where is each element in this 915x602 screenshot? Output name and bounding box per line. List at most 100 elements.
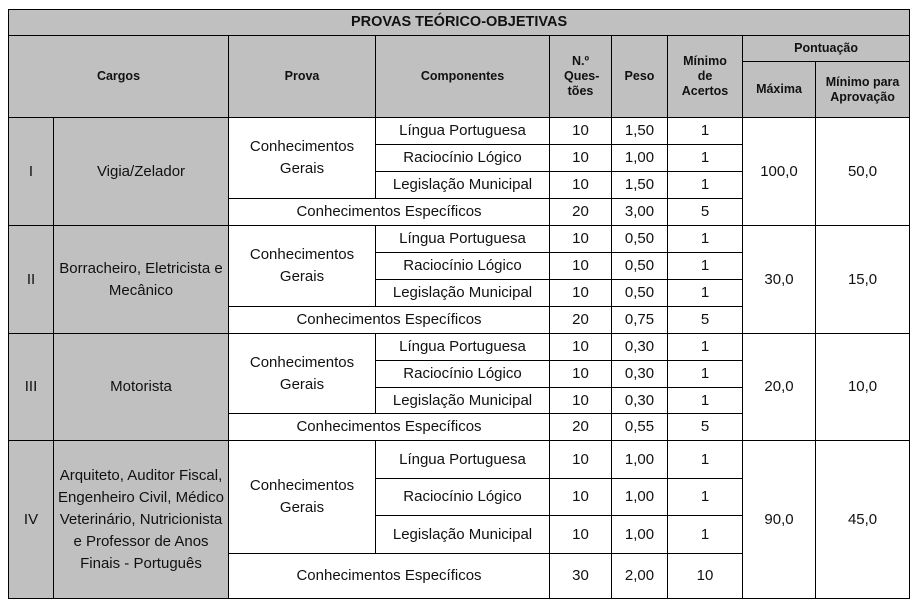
minimo-acertos: 5: [667, 413, 743, 441]
table-row: III Motorista Conhecimentos Gerais Língua P…: [8, 333, 911, 441]
componente: Raciocínio Lógico: [375, 360, 550, 388]
minimo-acertos: 1: [667, 279, 743, 307]
header-pontuacao: Pontuação: [741, 35, 911, 62]
minimo-acertos: 1: [667, 360, 743, 388]
num-questoes: 30: [549, 553, 612, 599]
componente-especificos: Conhecimentos Específicos: [228, 553, 550, 599]
header-cargos: Cargos: [8, 35, 229, 118]
prova-name: Conhecimentos Gerais: [228, 333, 376, 414]
roman-numeral: IV: [8, 440, 54, 599]
cargo-name: Vigia/Zelador: [53, 117, 229, 226]
num-questoes: 20: [549, 306, 612, 334]
header-prova: Prova: [228, 35, 376, 118]
roman-numeral: II: [8, 225, 54, 334]
table-row: Conhecimentos Específicos 30 2,00 10: [9, 553, 910, 599]
peso: 0,30: [611, 387, 668, 414]
minimo-acertos: 5: [667, 198, 743, 226]
peso: 1,50: [611, 117, 668, 145]
componente: Raciocínio Lógico: [375, 478, 550, 516]
peso: 3,00: [611, 198, 668, 226]
peso: 1,00: [611, 478, 668, 516]
componente: Legislação Municipal: [375, 279, 550, 307]
componente: Língua Portuguesa: [375, 117, 550, 145]
cargo-name: Motorista: [53, 333, 229, 441]
table-row: Raciocínio Lógico 10 0,50 1: [9, 252, 910, 280]
num-questoes: 10: [549, 171, 612, 199]
num-questoes: 10: [549, 225, 612, 253]
peso: 0,55: [611, 413, 668, 441]
peso: 1,00: [611, 515, 668, 554]
minimo-acertos: 1: [667, 225, 743, 253]
minimo-acertos: 5: [667, 306, 743, 334]
peso: 2,00: [611, 553, 668, 599]
peso: 1,00: [611, 144, 668, 172]
peso: 0,50: [611, 225, 668, 253]
peso: 0,30: [611, 333, 668, 361]
pontuacao-minima: 50,0: [814, 117, 911, 226]
componente: Legislação Municipal: [375, 515, 550, 554]
num-questoes: 10: [549, 333, 612, 361]
cargo-name: Borracheiro, Eletricista e Mecânico: [53, 225, 229, 334]
pontuacao-minima: 15,0: [814, 225, 911, 334]
table-row: Legislação Municipal 10 1,00 1: [9, 515, 910, 554]
header-minimo-acertos: Mínimo de Acertos: [667, 35, 743, 118]
pontuacao-maxima: 90,0: [742, 440, 816, 599]
minimo-acertos: 1: [667, 387, 743, 414]
prova-name: Conhecimentos Gerais: [228, 117, 376, 199]
minimo-acertos: 1: [667, 117, 743, 145]
componente: Língua Portuguesa: [375, 333, 550, 361]
prova-name: Conhecimentos Gerais: [228, 225, 376, 307]
componente: Legislação Municipal: [375, 387, 550, 414]
num-questoes: 20: [549, 198, 612, 226]
pontuacao-minima: 10,0: [814, 333, 911, 441]
componente: Língua Portuguesa: [375, 440, 550, 479]
num-questoes: 10: [549, 360, 612, 388]
table-row: II Borracheiro, Eletricista e Mecânico Con…: [8, 225, 911, 334]
table-title: PROVAS TEÓRICO-OBJETIVAS: [7, 9, 911, 36]
peso: 0,30: [611, 360, 668, 388]
table-row: Legislação Municipal 10 0,50 1: [9, 279, 910, 307]
minimo-acertos: 10: [667, 553, 743, 599]
header-questoes: N.º Ques-tões: [549, 35, 612, 118]
num-questoes: 10: [549, 515, 612, 554]
minimo-acertos: 1: [667, 440, 743, 479]
peso: 0,50: [611, 279, 668, 307]
header-peso: Peso: [611, 35, 668, 118]
pontuacao-maxima: 30,0: [742, 225, 816, 334]
table-row: IV Arquiteto, Auditor Fiscal, Engenheiro …: [8, 440, 911, 599]
num-questoes: 10: [549, 144, 612, 172]
componente-especificos: Conhecimentos Específicos: [228, 306, 550, 334]
num-questoes: 10: [549, 478, 612, 516]
table-row: I Vigia/Zelador Conhecimentos Gerais Língua…: [8, 117, 911, 226]
header-componentes: Componentes: [375, 35, 550, 118]
componente-especificos: Conhecimentos Específicos: [228, 413, 550, 441]
table-row: Raciocínio Lógico 10 1,00 1: [9, 144, 910, 172]
peso: 1,00: [611, 440, 668, 479]
provas-table: PROVAS TEÓRICO-OBJETIVAS Cargos Prova Co…: [7, 9, 911, 599]
componente: Língua Portuguesa: [375, 225, 550, 253]
pontuacao-maxima: 100,0: [742, 117, 816, 226]
peso: 0,50: [611, 252, 668, 280]
num-questoes: 20: [549, 413, 612, 441]
minimo-acertos: 1: [667, 333, 743, 361]
componente: Legislação Municipal: [375, 171, 550, 199]
table-row: Legislação Municipal 10 1,50 1: [9, 171, 910, 199]
minimo-acertos: 1: [667, 171, 743, 199]
prova-name: Conhecimentos Gerais: [228, 440, 376, 554]
table-row: Raciocínio Lógico 10 0,30 1: [9, 360, 910, 388]
cargo-name: Arquiteto, Auditor Fiscal, Engenheiro Ci…: [53, 440, 229, 599]
header-maxima: Máxima: [742, 61, 816, 118]
minimo-acertos: 1: [667, 252, 743, 280]
peso: 1,50: [611, 171, 668, 199]
num-questoes: 10: [549, 387, 612, 414]
minimo-acertos: 1: [667, 515, 743, 554]
componente: Raciocínio Lógico: [375, 144, 550, 172]
table-body: I Vigia/Zelador Conhecimentos Gerais Língua…: [8, 117, 911, 599]
roman-numeral: I: [8, 117, 54, 226]
num-questoes: 10: [549, 440, 612, 479]
table-row: Conhecimentos Específicos 20 0,75 5: [9, 306, 910, 334]
peso: 0,75: [611, 306, 668, 334]
minimo-acertos: 1: [667, 478, 743, 516]
num-questoes: 10: [549, 117, 612, 145]
minimo-acertos: 1: [667, 144, 743, 172]
